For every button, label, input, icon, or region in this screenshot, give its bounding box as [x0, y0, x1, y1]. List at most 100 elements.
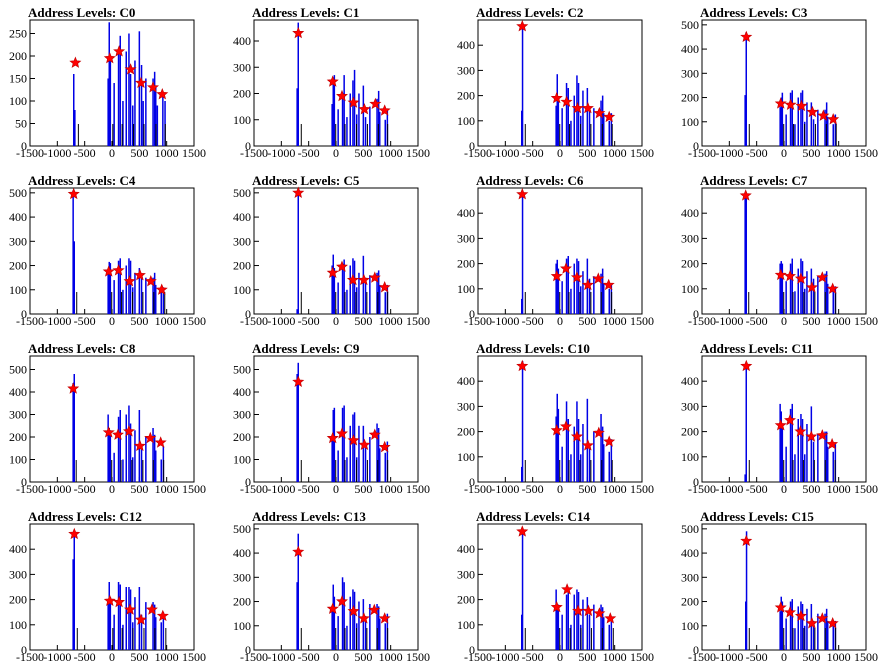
histogram-bar	[125, 51, 127, 146]
histogram-bar	[117, 582, 120, 650]
y-tick-label: 400	[681, 42, 699, 56]
y-tick-label: 500	[233, 363, 251, 377]
histogram-bar	[780, 596, 782, 650]
histogram-bar	[593, 431, 595, 482]
peak-marker	[740, 30, 753, 43]
peak-marker	[326, 602, 339, 614]
x-tick-label: 500	[802, 650, 820, 664]
x-tick-label: 1500	[630, 314, 654, 328]
x-tick-label: 1500	[630, 146, 654, 160]
histogram-bar	[113, 452, 115, 483]
peak-marker	[369, 97, 382, 110]
peak-marker	[516, 359, 529, 372]
y-tick-label: 100	[681, 619, 699, 633]
histogram-bar	[331, 606, 333, 650]
histogram-bar	[588, 278, 591, 314]
y-tick-label: 200	[457, 89, 475, 103]
histogram-bar	[608, 288, 610, 314]
peak-marker	[124, 603, 137, 615]
histogram-bar	[129, 260, 132, 314]
x-tick-label: 1000	[827, 146, 851, 160]
histogram-bar	[362, 425, 365, 483]
histogram-bar	[119, 410, 121, 482]
x-tick-label: 1500	[854, 482, 878, 496]
histogram-bar	[600, 604, 602, 650]
histogram-bar	[744, 95, 746, 146]
histogram-bar	[134, 597, 136, 650]
y-tick-label: 100	[681, 450, 699, 464]
histogram-bar	[565, 83, 568, 146]
histogram-bar	[352, 80, 354, 146]
x-tick-label: -500	[298, 482, 320, 496]
x-tick-label: -500	[522, 482, 544, 496]
y-tick-label: 100	[233, 619, 251, 633]
peak-marker	[112, 264, 125, 276]
histogram-bar	[72, 190, 74, 314]
histogram-bar	[824, 109, 826, 146]
histogram-bar	[567, 256, 569, 314]
peak-marker	[123, 274, 136, 287]
histogram-bar	[107, 414, 109, 482]
histogram-bar	[817, 613, 819, 650]
histogram-bar	[834, 114, 837, 146]
histogram-bar	[346, 117, 348, 146]
histogram-bar	[573, 426, 575, 482]
histogram-bar	[801, 90, 804, 146]
y-tick-label: 0	[245, 307, 251, 321]
histogram-bar	[561, 108, 563, 146]
peak-marker	[826, 282, 839, 294]
x-tick-label: -1500	[688, 314, 716, 328]
peak-marker	[122, 425, 135, 437]
x-tick-label: 0	[333, 314, 339, 328]
y-tick-label: 100	[681, 282, 699, 296]
peak-marker	[368, 603, 381, 616]
peak-marker	[292, 186, 305, 198]
histogram-bar	[555, 263, 557, 314]
histogram-bar	[565, 258, 568, 314]
histogram-bar	[153, 71, 156, 147]
x-tick-label: 0	[109, 650, 115, 664]
histogram-bar	[791, 403, 793, 482]
peak-marker	[292, 26, 305, 39]
y-tick-label: 300	[681, 570, 699, 584]
peak-marker	[571, 101, 584, 114]
histogram-bar	[810, 604, 813, 650]
peak-marker	[550, 600, 563, 613]
histogram-bar	[744, 193, 746, 314]
y-tick-label: 200	[233, 430, 251, 444]
histogram-bar	[155, 617, 157, 650]
histogram-bar	[582, 90, 584, 146]
y-tick-label: 0	[693, 139, 699, 153]
peak-marker	[347, 434, 360, 446]
peak-marker	[133, 439, 146, 452]
y-tick-label: 100	[233, 283, 251, 297]
x-tick-label: 1500	[182, 314, 206, 328]
histogram-bar	[785, 114, 787, 146]
histogram-bar	[145, 277, 147, 314]
peak-marker	[592, 272, 605, 284]
histogram-bar	[379, 111, 381, 146]
x-tick-label: -500	[522, 146, 544, 160]
histogram-bar	[129, 74, 132, 146]
x-tick-label: 1000	[155, 482, 179, 496]
peak-marker	[817, 109, 830, 121]
y-tick-label: 100	[457, 450, 475, 464]
histogram-bar	[521, 614, 523, 650]
histogram-bar	[134, 60, 136, 146]
x-tick-label: -1500	[240, 650, 268, 664]
histogram-bar	[806, 102, 808, 146]
y-tick-label: 500	[681, 522, 699, 536]
histogram-bar	[358, 425, 360, 483]
histogram-bar	[789, 601, 792, 650]
peak-marker	[826, 616, 839, 629]
histogram-bar	[797, 97, 799, 146]
chart-title: Address Levels: C2	[476, 5, 583, 20]
histogram-bar	[352, 258, 354, 314]
chart-title: Address Levels: C3	[700, 5, 808, 20]
histogram-bar	[353, 412, 356, 483]
x-tick-label: 1000	[827, 482, 851, 496]
peak-marker	[827, 112, 840, 125]
peak-marker	[103, 51, 116, 64]
histogram-bar	[332, 80, 334, 146]
histogram-bar	[521, 190, 524, 314]
